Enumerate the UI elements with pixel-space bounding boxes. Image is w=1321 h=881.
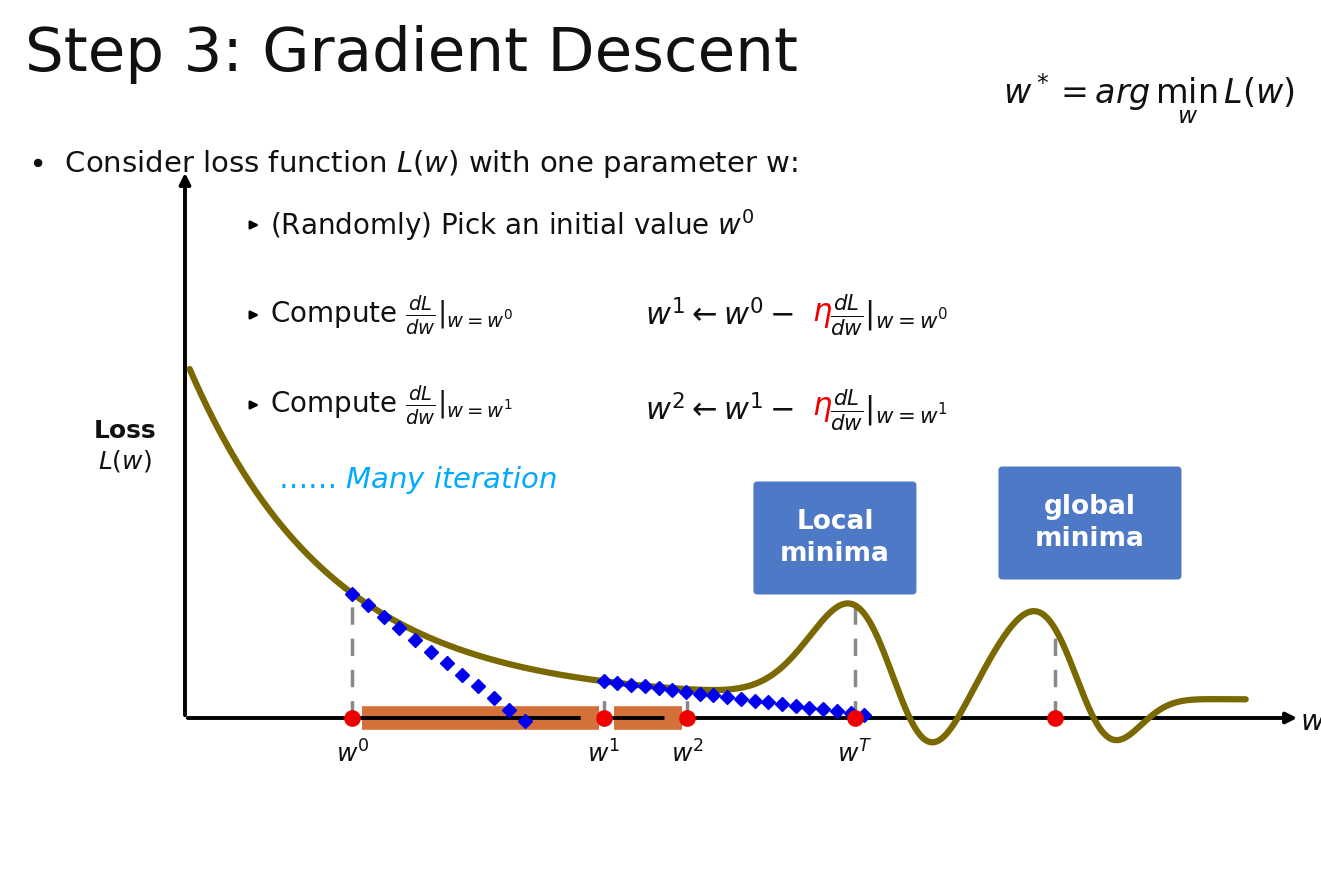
Text: $w^1 \leftarrow w^0 - $: $w^1 \leftarrow w^0 - $ bbox=[645, 299, 794, 331]
Text: $w^0$: $w^0$ bbox=[336, 740, 370, 767]
Text: global
minima: global minima bbox=[1036, 494, 1145, 552]
Text: $w^T$: $w^T$ bbox=[838, 740, 873, 767]
Text: $\frac{dL}{dw}|_{w=w^0}$: $\frac{dL}{dw}|_{w=w^0}$ bbox=[830, 292, 948, 338]
FancyBboxPatch shape bbox=[753, 482, 917, 595]
Text: Local
minima: Local minima bbox=[779, 509, 890, 567]
Text: Step 3: Gradient Descent: Step 3: Gradient Descent bbox=[25, 25, 798, 84]
Text: $w^2$: $w^2$ bbox=[671, 740, 704, 767]
Text: $\eta$: $\eta$ bbox=[812, 300, 832, 329]
Text: $w^* = \mathit{arg}\,\underset{w}{\min}\,L(w)$: $w^* = \mathit{arg}\,\underset{w}{\min}\… bbox=[1003, 72, 1295, 126]
Text: $w^1$: $w^1$ bbox=[587, 740, 621, 767]
Text: (Randomly) Pick an initial value $w^0$: (Randomly) Pick an initial value $w^0$ bbox=[269, 207, 754, 243]
FancyBboxPatch shape bbox=[999, 467, 1181, 580]
Text: $w$: $w$ bbox=[1300, 708, 1321, 736]
Text: $w^2 \leftarrow w^1 - $: $w^2 \leftarrow w^1 - $ bbox=[645, 394, 794, 426]
Text: $\bullet$  Consider loss function $L(w)$ with one parameter w:: $\bullet$ Consider loss function $L(w)$ … bbox=[28, 148, 798, 180]
Text: Loss
$L(w)$: Loss $L(w)$ bbox=[94, 419, 156, 474]
Text: $\ldots\ldots$ Many iteration: $\ldots\ldots$ Many iteration bbox=[277, 464, 556, 496]
Text: $\eta$: $\eta$ bbox=[812, 396, 832, 425]
Text: $\frac{dL}{dw}|_{w=w^1}$: $\frac{dL}{dw}|_{w=w^1}$ bbox=[830, 387, 947, 433]
Text: Compute $\frac{dL}{dw}|_{w=w^0}$: Compute $\frac{dL}{dw}|_{w=w^0}$ bbox=[269, 293, 513, 337]
Text: Compute $\frac{dL}{dw}|_{w=w^1}$: Compute $\frac{dL}{dw}|_{w=w^1}$ bbox=[269, 383, 513, 426]
